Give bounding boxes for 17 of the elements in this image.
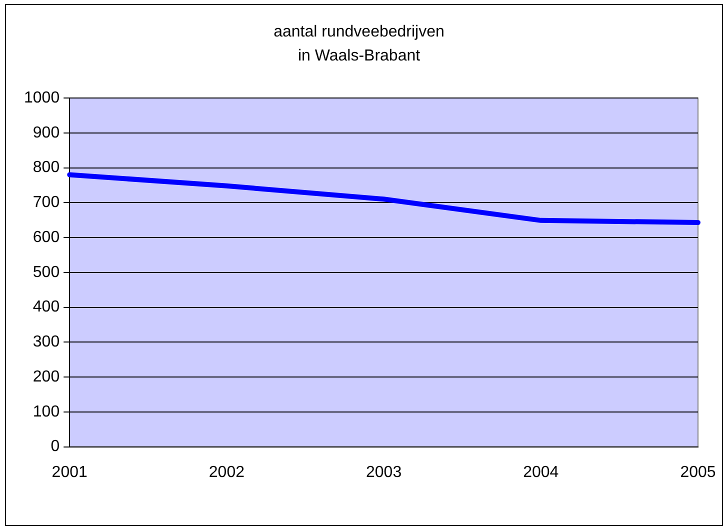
y-tick-label: 700 bbox=[32, 194, 60, 212]
y-tick-label: 800 bbox=[32, 159, 60, 176]
y-tick-label: 1000 bbox=[24, 89, 60, 106]
y-tick-label: 600 bbox=[32, 228, 60, 246]
y-tick-label: 300 bbox=[32, 334, 60, 351]
y-tick-label: 200 bbox=[32, 368, 60, 386]
x-tick-label: 2002 bbox=[208, 464, 245, 481]
y-tick-label: 900 bbox=[32, 124, 60, 142]
x-tick-label: 2001 bbox=[52, 464, 88, 481]
y-tick-label: 100 bbox=[32, 403, 60, 420]
x-tick-label: 2005 bbox=[680, 464, 716, 481]
y-tick-label: 0 bbox=[50, 438, 60, 456]
x-tick-label: 2003 bbox=[366, 464, 402, 481]
y-tick-label: 500 bbox=[32, 264, 60, 281]
x-tick-label: 2004 bbox=[523, 464, 559, 481]
chart-title: aantal rundveebedrijven in Waals-Brabant bbox=[274, 23, 444, 64]
y-tick-label: 400 bbox=[32, 298, 60, 316]
